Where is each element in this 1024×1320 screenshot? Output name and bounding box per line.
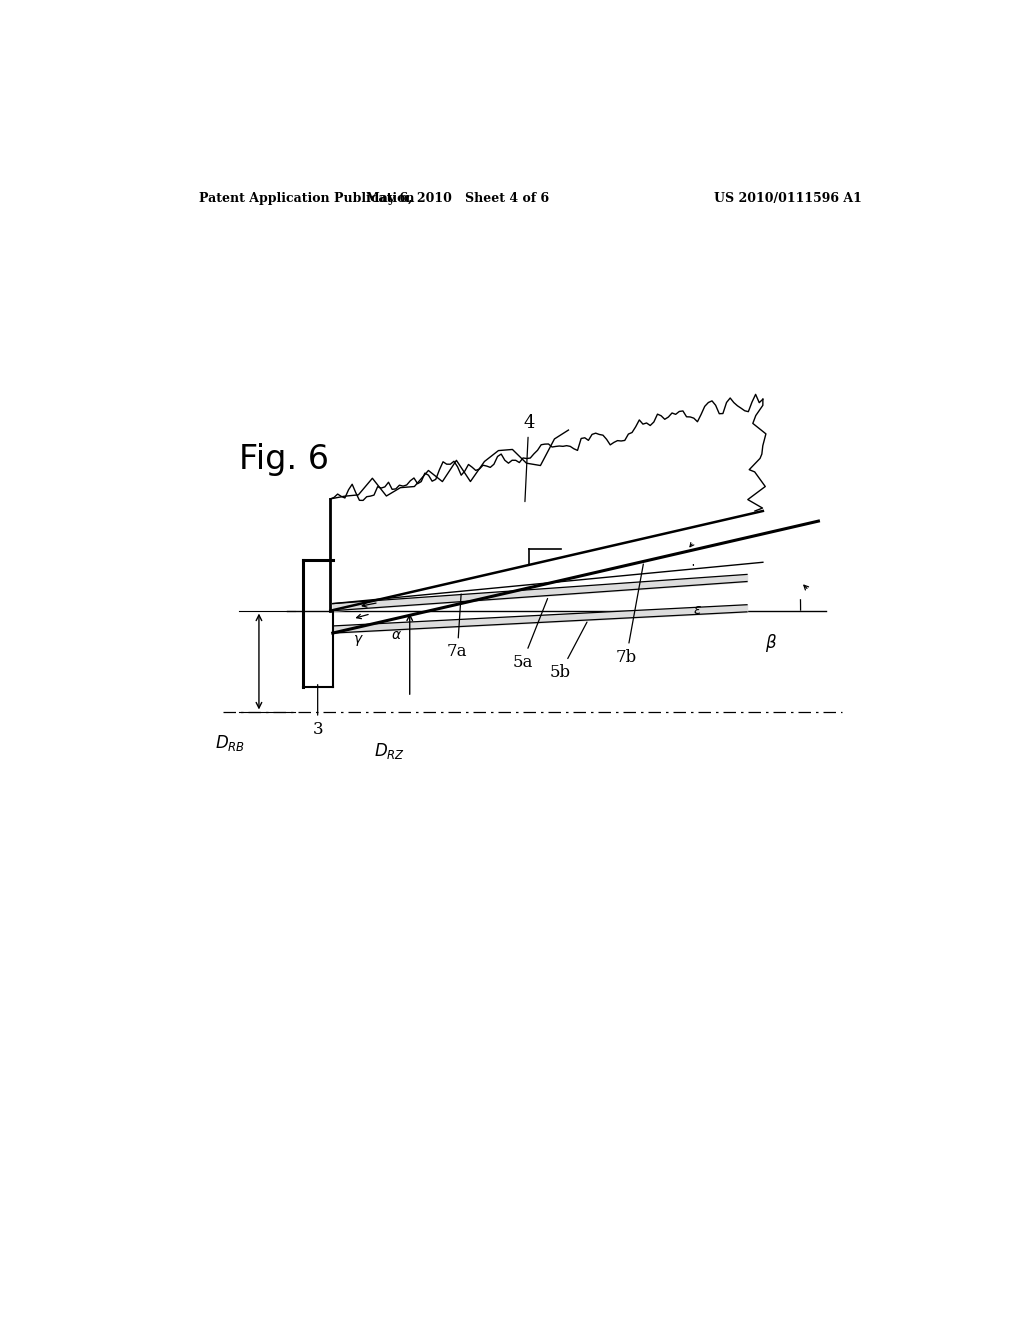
- Text: May 6, 2010   Sheet 4 of 6: May 6, 2010 Sheet 4 of 6: [366, 191, 549, 205]
- Text: 7b: 7b: [615, 564, 643, 665]
- Text: 5a: 5a: [512, 598, 548, 671]
- Text: 3: 3: [312, 685, 323, 738]
- Text: $\beta$: $\beta$: [765, 632, 777, 655]
- Text: $\varepsilon$: $\varepsilon$: [693, 603, 702, 616]
- Text: 7a: 7a: [447, 594, 468, 660]
- Text: 5b: 5b: [550, 622, 587, 681]
- Text: $\alpha$: $\alpha$: [391, 628, 401, 642]
- Polygon shape: [331, 395, 766, 611]
- Text: $D_{RB}$: $D_{RB}$: [214, 733, 245, 752]
- Text: $D_{RZ}$: $D_{RZ}$: [375, 741, 406, 762]
- Text: US 2010/0111596 A1: US 2010/0111596 A1: [714, 191, 862, 205]
- Text: 4: 4: [523, 413, 535, 502]
- Text: Fig. 6: Fig. 6: [240, 444, 329, 477]
- Text: Patent Application Publication: Patent Application Publication: [200, 191, 415, 205]
- Text: $\gamma$: $\gamma$: [352, 634, 364, 648]
